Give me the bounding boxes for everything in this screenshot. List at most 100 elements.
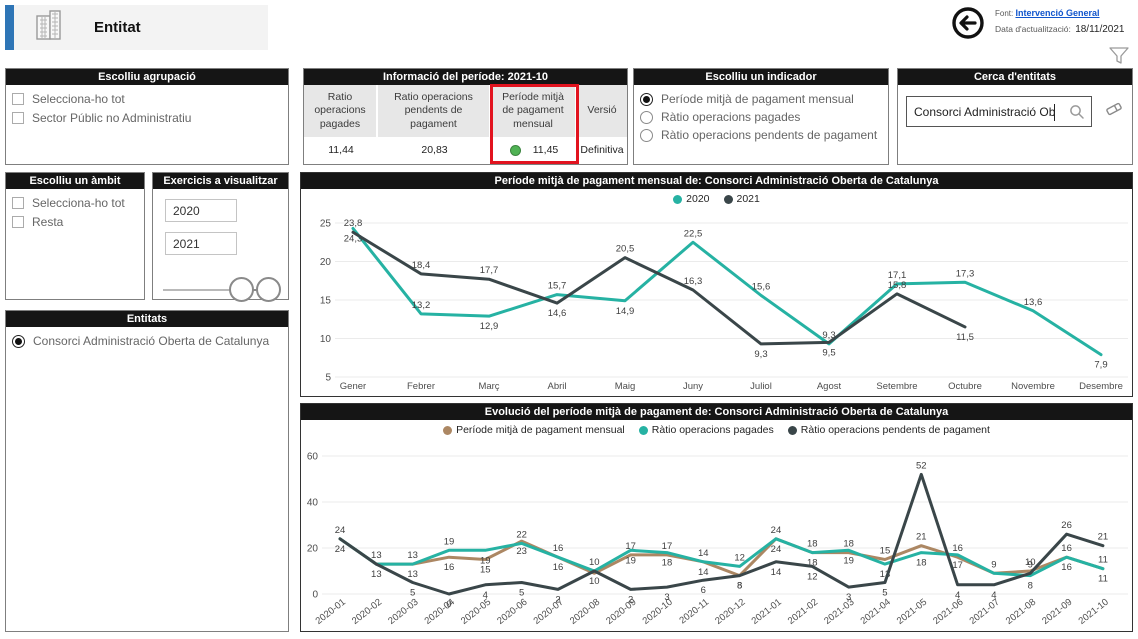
svg-text:23: 23 <box>516 546 527 557</box>
svg-text:21: 21 <box>916 532 927 543</box>
agrupacio-options: Selecciona-ho tot Sector Públic no Admini… <box>6 85 288 132</box>
year-range-slider <box>153 267 288 313</box>
period-col-header: Ratio operacions pendents de pagament <box>378 85 491 137</box>
legend-dot-icon <box>638 425 648 435</box>
radio-icon[interactable] <box>640 128 653 142</box>
svg-text:18: 18 <box>807 539 818 550</box>
building-icon <box>32 8 66 47</box>
svg-text:2020-06: 2020-06 <box>495 597 529 627</box>
svg-text:3: 3 <box>846 592 851 603</box>
svg-text:15: 15 <box>320 296 332 307</box>
year-from-input[interactable]: 2020 <box>165 199 237 222</box>
radio-option-row[interactable]: Ràtio operacions pagades <box>640 110 882 124</box>
magnifier-icon[interactable] <box>1069 104 1085 125</box>
chart-evolution-panel: Evolució del període mitjà de pagament d… <box>300 403 1133 632</box>
svg-text:16: 16 <box>444 562 455 573</box>
svg-text:17: 17 <box>952 560 963 571</box>
svg-text:Agost: Agost <box>817 381 842 392</box>
legend-item[interactable]: Ràtio operacions pendents de pagament <box>787 424 990 436</box>
svg-text:9,3: 9,3 <box>754 349 767 360</box>
svg-text:18: 18 <box>843 539 854 550</box>
svg-text:14: 14 <box>698 567 709 578</box>
svg-text:24: 24 <box>335 544 346 555</box>
svg-text:18: 18 <box>807 558 818 569</box>
svg-text:2021-08: 2021-08 <box>1004 597 1038 627</box>
svg-text:5: 5 <box>519 588 524 599</box>
period-col-header: Ratio operacions pagades <box>304 85 378 137</box>
svg-text:14,6: 14,6 <box>548 308 567 319</box>
svg-text:2021-01: 2021-01 <box>750 597 784 627</box>
checkbox-option-row[interactable]: Resta <box>12 215 138 229</box>
svg-text:18: 18 <box>916 558 927 569</box>
source-block: Font: Intervenció General Data d'actuali… <box>995 8 1135 35</box>
checkbox-option-row[interactable]: Sector Públic no Administratiu <box>12 111 282 125</box>
radio-icon[interactable] <box>640 92 653 106</box>
legend-item[interactable]: 2020 <box>673 193 710 205</box>
back-button[interactable] <box>951 6 985 40</box>
svg-text:2020-09: 2020-09 <box>604 597 638 627</box>
radio-icon[interactable] <box>640 110 653 124</box>
svg-text:2021-05: 2021-05 <box>895 597 929 627</box>
svg-text:2020-04: 2020-04 <box>423 597 457 627</box>
svg-text:5: 5 <box>882 588 887 599</box>
checkbox-icon[interactable] <box>12 93 24 105</box>
svg-text:10: 10 <box>320 334 332 345</box>
svg-text:2020-11: 2020-11 <box>677 597 711 627</box>
chart-monthly-title: Període mitjà de pagament mensual de: Co… <box>301 173 1132 189</box>
checkbox-icon[interactable] <box>12 112 24 124</box>
entitats-options: Consorci Administració Oberta de Catalun… <box>6 327 288 355</box>
svg-text:26: 26 <box>1061 520 1072 531</box>
radio-option-row[interactable]: Període mitjà de pagament mensual <box>640 92 882 106</box>
radio-option-row[interactable]: Ràtio operacions pendents de pagament <box>640 128 882 142</box>
svg-text:19: 19 <box>480 555 491 566</box>
checkbox-option-row[interactable]: Selecciona-ho tot <box>12 92 282 106</box>
svg-text:60: 60 <box>307 452 319 463</box>
checkbox-option-row[interactable]: Selecciona-ho tot <box>12 196 138 210</box>
svg-text:Maig: Maig <box>615 381 636 392</box>
svg-text:15,6: 15,6 <box>752 281 771 292</box>
option-label: Període mitjà de pagament mensual <box>661 92 854 106</box>
font-link[interactable]: Intervenció General <box>1015 8 1100 18</box>
svg-text:21: 21 <box>1098 532 1109 543</box>
panel-agrupacio-title: Escolliu agrupació <box>6 69 288 85</box>
svg-text:17: 17 <box>625 541 636 552</box>
checkbox-icon[interactable] <box>12 197 24 209</box>
ambit-options: Selecciona-ho tot Resta <box>6 189 144 236</box>
entity-search-input[interactable]: Consorci Administració Ob <box>906 96 1092 127</box>
svg-text:14,9: 14,9 <box>616 306 635 317</box>
option-label: Selecciona-ho tot <box>32 92 125 106</box>
accent-bar <box>5 5 14 50</box>
filter-funnel-icon[interactable] <box>1108 46 1130 66</box>
svg-text:8: 8 <box>1028 581 1033 592</box>
svg-text:12: 12 <box>807 571 818 582</box>
svg-text:15: 15 <box>880 546 891 557</box>
option-label: Sector Públic no Administratiu <box>32 111 192 125</box>
checkbox-icon[interactable] <box>12 216 24 228</box>
legend-item[interactable]: 2021 <box>723 193 760 205</box>
svg-text:17: 17 <box>662 541 673 552</box>
slider-handle-end[interactable] <box>256 277 281 302</box>
chart-monthly-plot[interactable]: 5 10 15 20 25 Gener Febrer Març Abril Maig Juny Jul… <box>301 209 1132 398</box>
svg-text:24,3: 24,3 <box>344 233 363 244</box>
legend-item[interactable]: Ràtio operacions pagades <box>638 424 774 436</box>
year-to-input[interactable]: 2021 <box>165 232 237 255</box>
slider-track[interactable] <box>163 289 245 291</box>
option-label: Resta <box>32 215 64 229</box>
radio-option-row[interactable]: Consorci Administració Oberta de Catalun… <box>12 334 282 348</box>
svg-text:18,4: 18,4 <box>412 260 431 271</box>
legend-dot-icon <box>673 194 683 204</box>
svg-text:13,2: 13,2 <box>412 300 431 311</box>
legend-item[interactable]: Període mitjà de pagament mensual <box>443 424 625 436</box>
svg-text:2021-10: 2021-10 <box>1077 597 1111 627</box>
svg-text:13: 13 <box>407 569 418 580</box>
svg-text:19: 19 <box>625 555 636 566</box>
updated-value: 18/11/2021 <box>1075 24 1125 35</box>
slider-handle-start[interactable] <box>229 277 254 302</box>
radio-icon[interactable] <box>12 334 25 348</box>
svg-text:13: 13 <box>371 550 382 561</box>
svg-text:8: 8 <box>737 581 742 592</box>
svg-text:16: 16 <box>1061 562 1072 573</box>
legend-label: Ràtio operacions pagades <box>651 424 774 436</box>
eraser-icon[interactable] <box>1104 100 1124 123</box>
